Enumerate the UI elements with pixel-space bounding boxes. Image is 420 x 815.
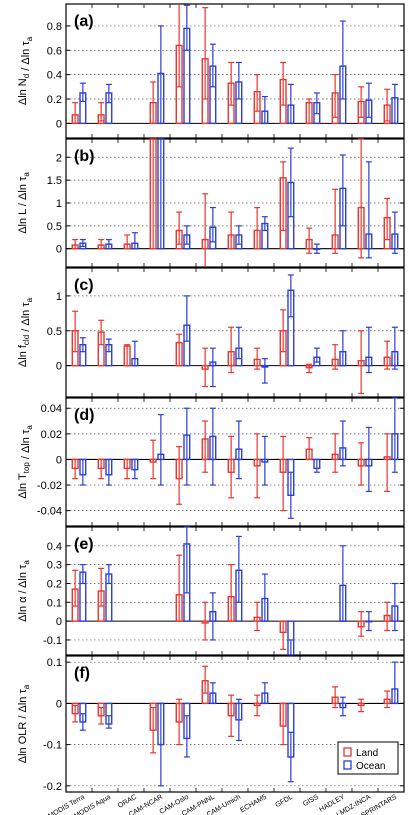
panel-frame	[65, 267, 405, 398]
panel-frame	[65, 3, 405, 139]
y-tick-label: 0.8	[47, 21, 62, 33]
x-category-label: GISS	[302, 794, 320, 809]
y-tick-label: -0.04	[37, 506, 62, 518]
y-tick-label: 0.6	[47, 45, 62, 57]
y-tick-label: 0.1	[47, 657, 62, 669]
y-tick-label: 0.2	[47, 578, 62, 590]
y-tick-label: 0.2	[47, 94, 62, 106]
y-tick-label: 0.02	[41, 429, 62, 441]
y-axis-title: Δln fcld / Δln τa	[17, 297, 34, 367]
y-tick-label: -0.1	[43, 740, 62, 752]
y-tick-label: 0	[56, 616, 62, 628]
y-tick-label: 0.4	[47, 70, 62, 82]
panel-label: (c)	[74, 277, 94, 294]
x-category-label: GFDL	[274, 794, 294, 809]
y-axis-title: Δln OLR / Δln τa	[17, 684, 31, 763]
y-tick-label: 2	[56, 152, 62, 164]
y-tick-label: 0.5	[47, 221, 62, 233]
y-tick-label: 1	[56, 291, 62, 303]
panel-label: (d)	[74, 407, 94, 424]
y-tick-label: 0.3	[47, 560, 62, 572]
y-tick-label: 0.5	[47, 326, 62, 338]
y-tick-label: 1.5	[47, 175, 62, 187]
y-tick-label: 0	[56, 698, 62, 710]
panel-label: (a)	[74, 13, 94, 30]
legend-label-ocean: Ocean	[356, 761, 385, 772]
y-tick-label: 0.04	[41, 403, 62, 415]
legend-swatch-ocean	[343, 760, 352, 770]
y-axis-title: Δln Nd / Δln τa	[17, 36, 34, 105]
panel-label: (b)	[74, 148, 94, 165]
x-category-label: ECHAM5	[239, 794, 268, 815]
panel-label: (f)	[74, 665, 90, 682]
y-tick-label: -0.02	[37, 480, 62, 492]
y-tick-label: 0	[56, 118, 62, 130]
panel-label: (e)	[74, 536, 94, 553]
y-axis-title: Δln L / Δln τa	[17, 172, 31, 234]
y-tick-label: -0.2	[43, 781, 62, 793]
y-tick-label: 0	[56, 361, 62, 373]
y-tick-label: 1	[56, 198, 62, 210]
y-axis-title: Δln α / Δln τa	[17, 560, 31, 622]
y-tick-label: 0.1	[47, 597, 62, 609]
y-tick-label: 0	[56, 454, 62, 466]
panel-frame	[65, 397, 405, 527]
legend-label-land: Land	[356, 748, 378, 759]
y-axis-title: Δln Ttop / Δln τa	[17, 425, 34, 499]
y-tick-label: 0.4	[47, 541, 62, 553]
legend-swatch-land	[343, 747, 352, 757]
y-tick-label: -0.1	[43, 635, 62, 647]
y-tick-label: 0	[56, 244, 62, 256]
panel-frame	[65, 526, 405, 656]
